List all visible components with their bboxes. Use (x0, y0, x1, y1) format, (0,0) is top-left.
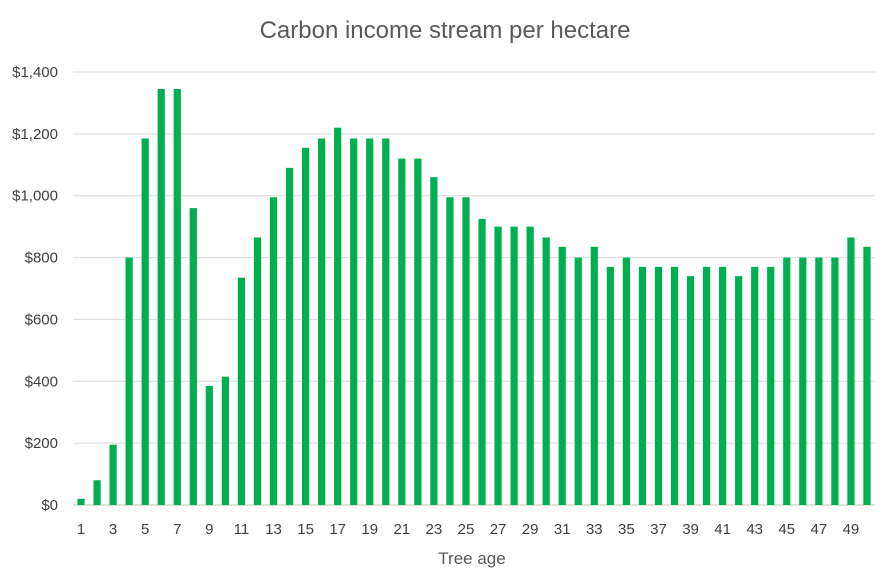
bar-age-14 (285, 167, 294, 505)
x-tick-label: 49 (843, 521, 860, 538)
bar-age-8 (189, 208, 197, 506)
bar-age-21 (398, 158, 406, 505)
bar-age-29 (526, 226, 534, 505)
x-tick-label: 17 (329, 521, 346, 538)
bar-age-42 (735, 276, 743, 505)
chart-title: Carbon income stream per hectare (260, 17, 631, 44)
y-tick-label: $1,200 (12, 126, 58, 143)
y-tick-label: $1,400 (12, 64, 58, 81)
bars (77, 89, 871, 506)
x-tick-label: 19 (361, 521, 378, 538)
y-tick-label: $800 (25, 250, 58, 267)
x-tick-label: 41 (714, 521, 731, 538)
bar-age-3 (109, 444, 117, 505)
bar-age-34 (606, 266, 614, 505)
x-tick-label: 5 (141, 521, 149, 538)
bar-age-31 (558, 246, 566, 505)
bar-age-41 (719, 266, 727, 505)
bar-age-43 (751, 266, 759, 505)
x-tick-label: 15 (297, 521, 314, 538)
bar-age-9 (205, 385, 213, 505)
x-tick-label: 37 (650, 521, 667, 538)
x-tick-label: 3 (109, 521, 117, 538)
bar-age-18 (350, 138, 358, 505)
x-tick-label: 13 (265, 521, 282, 538)
x-tick-label: 23 (426, 521, 443, 538)
bar-age-27 (494, 226, 502, 505)
bar-age-35 (622, 257, 630, 505)
bar-age-30 (542, 237, 550, 506)
x-tick-label: 27 (490, 521, 507, 538)
x-tick-label: 25 (458, 521, 475, 538)
bar-age-33 (590, 246, 598, 505)
y-tick-label: $200 (25, 435, 58, 452)
x-tick-label: 1 (77, 521, 85, 538)
y-tick-label: $400 (25, 373, 58, 390)
x-tick-label: 11 (234, 521, 250, 538)
bar-age-20 (382, 138, 390, 505)
y-tick-label: $600 (25, 311, 58, 328)
bar-age-26 (478, 218, 486, 506)
bar-age-38 (670, 266, 679, 505)
bar-age-12 (253, 237, 262, 506)
bar-age-25 (462, 197, 470, 505)
bar-age-32 (574, 257, 582, 505)
bar-age-40 (702, 266, 711, 505)
bar-age-19 (366, 138, 374, 505)
x-axis-title: Tree age (438, 549, 505, 568)
x-tick-label: 39 (682, 521, 699, 538)
x-tick-label: 31 (554, 521, 571, 538)
bar-age-37 (654, 266, 663, 505)
x-tick-label: 43 (746, 521, 763, 538)
x-tick-label: 29 (522, 521, 539, 538)
bar-age-39 (686, 276, 695, 505)
bar-age-4 (125, 257, 133, 505)
y-tick-label: $0 (41, 497, 58, 514)
x-tick-label: 33 (586, 521, 603, 538)
bar-age-48 (831, 257, 839, 505)
x-axis-tick-labels: 1 3 5 7 9 11 13 15 17 19 21 23 25 27 29 31 33 35 37 39 41 43 4… (77, 521, 859, 538)
bar-age-11 (237, 277, 246, 505)
x-tick-label: 47 (811, 521, 828, 538)
x-tick-label: 35 (618, 521, 635, 538)
bar-age-47 (815, 257, 823, 505)
bar-age-44 (767, 266, 775, 505)
bar-age-10 (221, 376, 229, 505)
bar-age-28 (510, 226, 518, 505)
bar-age-23 (430, 177, 438, 505)
x-tick-label: 21 (393, 521, 410, 538)
bar-age-15 (301, 147, 310, 505)
x-tick-label: 45 (778, 521, 795, 538)
y-tick-label: $1,000 (12, 188, 58, 205)
bar-age-1 (77, 498, 85, 505)
bar-age-36 (638, 266, 647, 505)
bar-age-13 (269, 197, 278, 505)
x-tick-label: 9 (205, 521, 213, 538)
bar-age-5 (141, 138, 149, 505)
bar-age-45 (783, 257, 791, 505)
bar-age-50 (863, 246, 871, 505)
bar-age-17 (334, 127, 342, 506)
bar-age-22 (414, 158, 422, 505)
x-tick-label: 7 (173, 521, 181, 538)
bar-age-6 (157, 89, 165, 505)
bar-age-49 (847, 237, 855, 506)
bar-age-24 (446, 197, 454, 505)
bar-age-2 (93, 480, 101, 505)
bar-age-46 (799, 257, 807, 505)
bar-age-16 (318, 138, 326, 505)
bar-age-7 (173, 89, 181, 505)
y-axis-tick-labels: $0 $200 $400 $600 $800 $1,000 $1,200 $1,400 (12, 64, 58, 514)
